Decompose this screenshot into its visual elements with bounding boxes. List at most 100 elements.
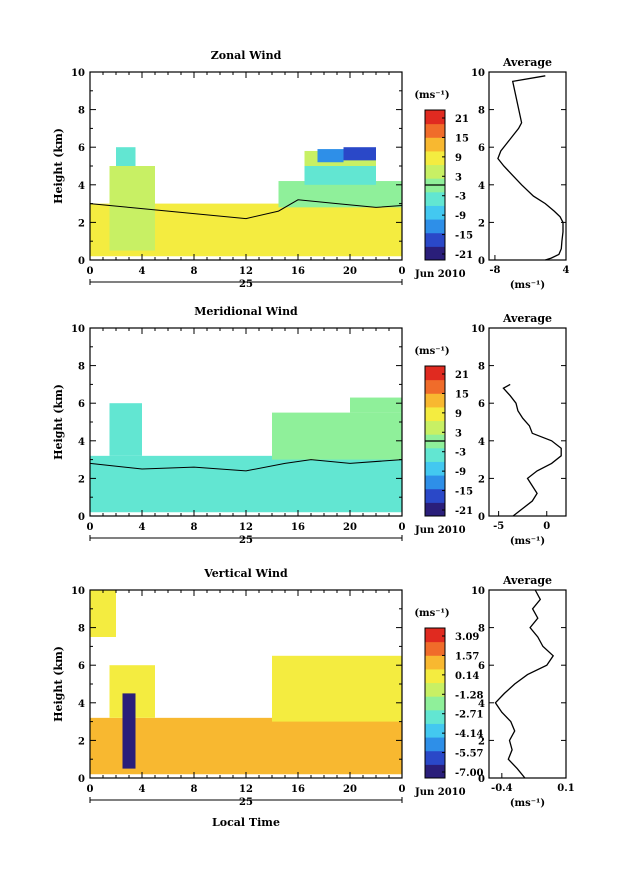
heatmap-cell (272, 655, 402, 722)
profile-x-tick-label: -8 (489, 265, 500, 276)
heatmap-cell (343, 147, 376, 161)
profile-y-tick-label: 8 (478, 106, 485, 117)
profile-x-tick-label: -0.4 (491, 783, 513, 794)
colorbar-tick-label: -2.71 (455, 710, 484, 721)
x-tick-label: 8 (191, 784, 198, 795)
colorbar-segment (425, 696, 445, 711)
colorbar-segment (425, 232, 445, 247)
colorbar-segment (425, 393, 445, 408)
profile-frame (488, 71, 567, 261)
profile-y-tick-label: 0 (478, 512, 485, 523)
profile-y-tick-label: 0 (478, 774, 485, 785)
y-tick-label: 6 (78, 661, 85, 672)
date-day-label: 25 (239, 797, 253, 808)
colorbar-tick-label: -21 (455, 250, 473, 261)
profile-x-tick-label: 4 (563, 265, 570, 276)
colorbar-tick-label: -7.00 (455, 768, 484, 779)
zero-contour-line (89, 459, 403, 472)
y-tick-label: 2 (78, 736, 85, 747)
y-tick-label: 2 (78, 474, 85, 485)
colorbar-tick-label: 9 (455, 153, 462, 164)
x-axis-label: Local Time (212, 816, 280, 829)
y-tick-label: 8 (78, 624, 85, 635)
heatmap-cell (304, 166, 376, 185)
date-day-label: 25 (239, 535, 253, 546)
x-tick-label: 0 (399, 266, 406, 277)
profile-y-tick-label: 10 (471, 586, 485, 597)
y-tick-label: 0 (78, 256, 85, 267)
zero-contour-line (89, 199, 403, 220)
profile-y-tick-label: 6 (478, 661, 485, 672)
colorbar-segment (425, 379, 445, 394)
colorbar-tick-label: -9 (455, 467, 466, 478)
colorbar-tick-label: 15 (455, 389, 469, 400)
x-tick-label: 0 (87, 784, 94, 795)
panel-title: Zonal Wind (211, 49, 282, 62)
colorbar-segment (425, 461, 445, 476)
y-tick-label: 6 (78, 143, 85, 154)
y-tick-label: 8 (78, 362, 85, 373)
colorbar-tick-label: -1.28 (455, 690, 484, 701)
x-tick-label: 0 (87, 266, 94, 277)
x-tick-label: 20 (343, 266, 357, 277)
heatmap-cell (109, 403, 142, 456)
colorbar-segment (425, 164, 445, 179)
heatmap-cell (116, 147, 136, 166)
x-tick-label: 8 (191, 266, 198, 277)
x-tick-label: 16 (291, 522, 305, 533)
colorbar-segment (425, 488, 445, 503)
y-tick-label: 2 (78, 218, 85, 229)
x-tick-label: 20 (343, 784, 357, 795)
y-axis-label: Height (km) (52, 128, 65, 204)
x-tick-label: 0 (399, 522, 406, 533)
date-month-label: Jun 2010 (414, 525, 466, 536)
y-tick-label: 10 (71, 586, 85, 597)
colorbar-segment (425, 246, 445, 261)
colorbar-segment (425, 219, 445, 234)
colorbar-segment (425, 723, 445, 738)
heatmap-cell (278, 181, 402, 208)
profile-title: Average (502, 574, 552, 587)
heatmap-cell (350, 397, 402, 413)
colorbar-tick-label: 3 (455, 172, 462, 183)
x-tick-label: 0 (399, 784, 406, 795)
heatmap-cell (90, 717, 402, 775)
colorbar-segment (425, 406, 445, 422)
colorbar-segment (425, 737, 445, 752)
colorbar-segment (425, 641, 445, 656)
x-tick-label: 16 (291, 784, 305, 795)
colorbar-segment (425, 709, 445, 724)
date-month-label: Jun 2010 (414, 787, 466, 798)
panel-title: Vertical Wind (203, 567, 288, 580)
colorbar-unit: (ms⁻¹) (414, 346, 449, 357)
profile-x-label: (ms⁻¹) (510, 798, 545, 809)
x-tick-label: 12 (239, 266, 253, 277)
colorbar-segment (425, 420, 445, 435)
colorbar-segment (425, 366, 445, 381)
x-tick-label: 4 (139, 784, 146, 795)
profile-x-tick-label: 0.1 (557, 783, 574, 794)
profile-y-tick-label: 4 (478, 437, 485, 448)
colorbar-segment (425, 668, 445, 684)
colorbar-tick-label: 21 (455, 370, 469, 381)
y-tick-label: 0 (78, 512, 85, 523)
colorbar-segment (425, 110, 445, 125)
colorbar-segment (425, 764, 445, 779)
colorbar-segment (425, 205, 445, 220)
colorbar-tick-label: -21 (455, 506, 473, 517)
profile-y-tick-label: 6 (478, 399, 485, 410)
colorbar-segment (425, 682, 445, 697)
x-tick-label: 4 (139, 522, 146, 533)
heatmap-cell (109, 166, 155, 251)
y-tick-label: 4 (78, 699, 85, 710)
profile-y-tick-label: 2 (478, 736, 485, 747)
colorbar-tick-label: 3 (455, 428, 462, 439)
panel-title: Meridional Wind (194, 305, 298, 318)
colorbar-tick-label: -15 (455, 231, 473, 242)
colorbar-tick-label: 21 (455, 114, 469, 125)
profile-x-label: (ms⁻¹) (510, 280, 545, 291)
heatmap-cell (272, 412, 402, 460)
profile-line (502, 383, 562, 517)
y-axis-label: Height (km) (52, 384, 65, 460)
